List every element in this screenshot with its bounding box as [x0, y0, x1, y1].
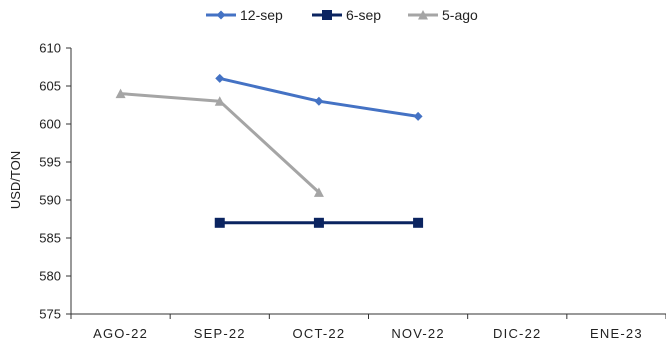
series-6-sep	[214, 217, 424, 228]
series-5-ago	[115, 88, 324, 197]
data-point-square	[313, 217, 324, 228]
legend-label: 12-sep	[240, 7, 283, 23]
x-tick-label: SEP-22	[194, 326, 246, 341]
axes: 575 580 585 590 595 600 605 610 AGO-22 SEP-22 OCT-…	[39, 41, 666, 341]
data-point-triangle	[418, 10, 428, 20]
data-point-triangle	[115, 88, 126, 99]
x-tick-label: AGO-22	[93, 326, 148, 341]
x-tick-label: ENE-23	[590, 326, 643, 341]
legend: 12-sep 6-sep 5-ago	[206, 7, 478, 23]
legend-item: 12-sep	[206, 7, 283, 23]
legend-item: 5-ago	[408, 7, 478, 23]
x-tick-label: DIC-22	[493, 326, 541, 341]
y-tick-label: 585	[39, 231, 61, 246]
data-point-square	[413, 217, 424, 228]
x-tick-label: OCT-22	[293, 326, 346, 341]
legend-label: 5-ago	[442, 7, 478, 23]
data-point-square	[214, 217, 225, 228]
y-tick-label: 605	[39, 79, 61, 94]
y-tick-label: 600	[39, 117, 61, 132]
x-tick-label: NOV-22	[391, 326, 444, 341]
data-point-square	[322, 10, 332, 20]
data-point-triangle	[313, 187, 324, 197]
series-line	[120, 92, 320, 194]
y-axis-title: USD/TON	[8, 151, 23, 209]
y-tick-label: 575	[39, 307, 61, 322]
y-tick-label: 610	[39, 41, 61, 56]
series-layer	[115, 73, 424, 228]
data-point-diamond	[215, 73, 225, 83]
data-point-diamond	[413, 111, 423, 121]
legend-item: 6-sep	[312, 7, 381, 23]
series-12-sep	[215, 73, 423, 121]
legend-label: 6-sep	[346, 7, 381, 23]
y-tick-label: 595	[39, 155, 61, 170]
data-point-triangle	[214, 96, 225, 106]
data-point-diamond	[314, 96, 324, 106]
y-tick-label: 580	[39, 269, 61, 284]
y-tick-label: 590	[39, 193, 61, 208]
data-point-diamond	[216, 10, 226, 20]
